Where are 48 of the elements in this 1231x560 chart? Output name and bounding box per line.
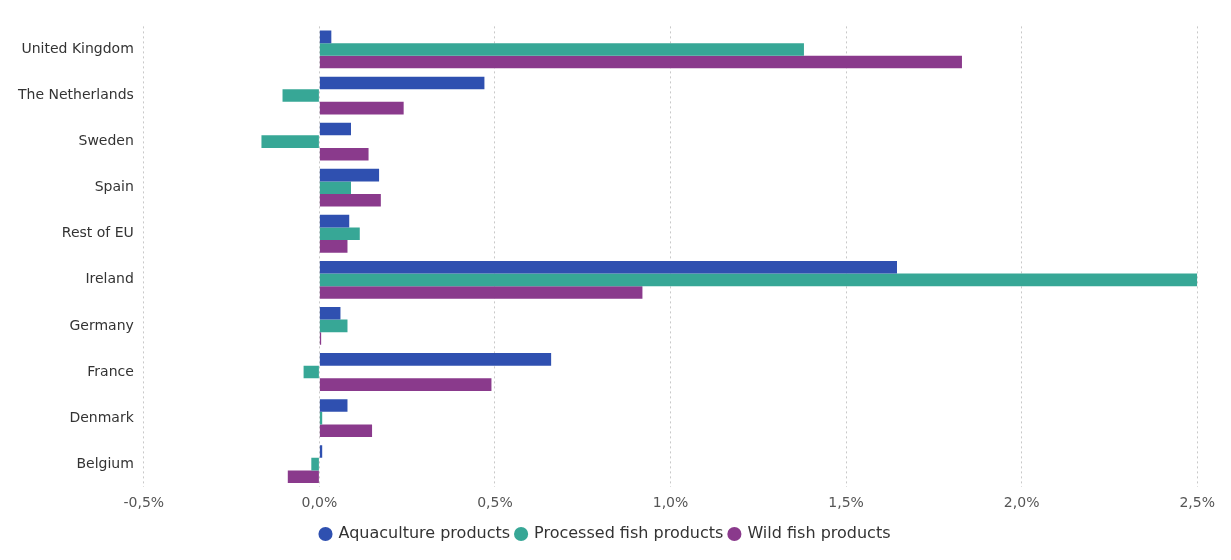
bar [319,181,351,194]
bar [319,76,485,90]
bar [319,147,369,161]
y-tick-label: United Kingdom [21,40,134,57]
bar [319,353,552,366]
bar [319,319,348,333]
x-tick-label: 0,0% [301,494,338,511]
legend-label: Processed fish products [534,523,724,543]
bar [319,445,323,458]
bar [319,101,404,115]
y-tick-label: Rest of EU [61,224,134,241]
x-tick-label: -0,5% [123,494,165,511]
bar [287,470,319,484]
bar [303,365,319,379]
legend-label: Wild fish products [747,523,891,543]
y-tick-label: Ireland [85,270,134,287]
bar [319,30,332,44]
bar [319,399,348,412]
y-tick-label: Denmark [69,408,135,425]
bar [319,122,351,136]
y-tick-label: Germany [69,316,134,333]
bar [319,168,380,182]
bar [311,457,319,471]
bar [319,240,348,253]
bar [319,43,804,56]
y-tick-label: France [87,362,134,379]
bar [319,55,962,69]
y-tick-label: Sweden [78,132,134,149]
bar [319,227,360,241]
bar [282,89,319,102]
bar [319,273,1198,287]
legend-label: Aquaculture products [338,523,511,543]
x-tick-label: 1,5% [828,494,864,511]
y-tick-label: The Netherlands [17,86,134,103]
bar [319,424,373,437]
bar [319,214,350,228]
bar [319,307,341,320]
y-tick-label: Belgium [76,454,134,471]
bar [319,193,381,207]
x-tick-label: 1,0% [652,494,689,511]
x-tick-label: 2,5% [1179,494,1216,511]
bar [319,286,643,299]
y-tick-label: Spain [94,178,134,195]
x-tick-label: 2,0% [1003,494,1040,511]
bar [319,260,897,274]
x-tick-label: 0,5% [477,494,513,511]
bar [261,135,319,148]
bar [319,378,492,391]
